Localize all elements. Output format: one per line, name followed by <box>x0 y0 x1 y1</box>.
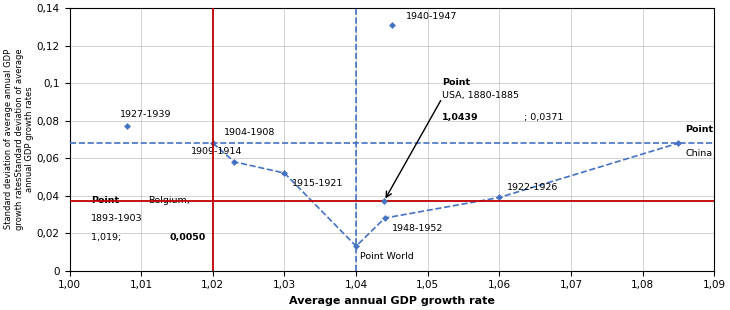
Text: 1940-1947: 1940-1947 <box>407 12 458 21</box>
Text: 1922-1926: 1922-1926 <box>507 183 558 192</box>
Text: 0,0050: 0,0050 <box>170 233 206 242</box>
Text: 1,0439: 1,0439 <box>442 113 479 122</box>
Text: Belgium,: Belgium, <box>148 196 190 205</box>
Text: 1948-1952: 1948-1952 <box>392 224 443 233</box>
Text: Point World: Point World <box>360 252 413 261</box>
Text: 1909-1914: 1909-1914 <box>191 147 243 156</box>
X-axis label: Average annual GDP growth rate: Average annual GDP growth rate <box>289 296 495 306</box>
Y-axis label: Standard deviation of average annual GDP
growth ratesStandard deviation of avera: Standard deviation of average annual GDP… <box>4 49 34 230</box>
Text: Point: Point <box>91 196 119 205</box>
Text: 1904-1908: 1904-1908 <box>223 128 275 138</box>
Text: 1893-1903: 1893-1903 <box>91 214 142 223</box>
Text: China: China <box>685 149 712 158</box>
Text: USA, 1880-1885: USA, 1880-1885 <box>442 91 519 100</box>
Text: 1,019;: 1,019; <box>91 233 124 242</box>
Text: 1915-1921: 1915-1921 <box>292 179 343 188</box>
Text: 1927-1939: 1927-1939 <box>120 110 172 119</box>
Text: Point: Point <box>442 78 470 87</box>
Text: Point: Point <box>685 125 714 134</box>
Text: ; 0,0371: ; 0,0371 <box>524 113 564 122</box>
